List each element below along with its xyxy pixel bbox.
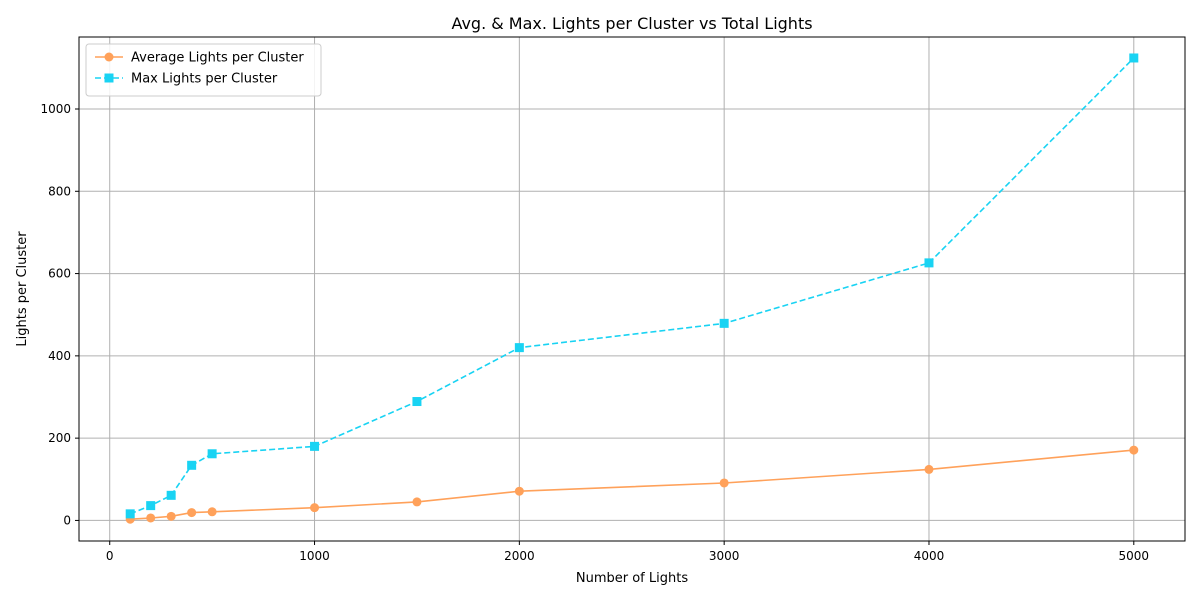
series-layer	[125, 53, 1139, 524]
data-point-max	[207, 449, 217, 459]
legend: Average Lights per Cluster Max Lights per…	[85, 43, 322, 97]
axis-ticks: 0 1000 2000 3000 4000 5000 0 200 400 600 800 1000	[40, 102, 1149, 563]
x-tick-label: 2000	[504, 549, 535, 563]
y-tick-label: 800	[48, 184, 71, 198]
y-tick-label: 0	[63, 513, 71, 527]
data-point-max	[125, 509, 135, 519]
data-point-max	[146, 501, 156, 511]
data-point-average	[924, 464, 934, 474]
data-point-average	[166, 511, 176, 521]
x-tick-label: 5000	[1119, 549, 1150, 563]
data-point-average	[146, 513, 156, 523]
legend-label-average: Average Lights per Cluster	[131, 51, 304, 66]
x-axis-label: Number of Lights	[576, 571, 688, 586]
y-tick-label: 1000	[40, 102, 71, 116]
data-point-average	[207, 507, 217, 517]
legend-frame	[85, 43, 322, 97]
data-point-max	[166, 490, 176, 500]
data-point-average	[1129, 445, 1139, 455]
chart-title: Avg. & Max. Lights per Cluster vs Total …	[451, 14, 812, 33]
x-tick-label: 3000	[709, 549, 740, 563]
data-point-average	[412, 497, 422, 507]
data-point-max	[310, 441, 320, 451]
y-tick-label: 600	[48, 267, 71, 281]
data-point-max	[514, 343, 524, 353]
plot-frame	[78, 36, 1186, 542]
data-point-average	[310, 503, 320, 513]
x-tick-label: 0	[106, 549, 114, 563]
data-point-max	[924, 258, 934, 268]
data-point-average	[187, 508, 197, 518]
x-tick-label: 1000	[299, 549, 330, 563]
y-axis-label: Lights per Cluster	[15, 231, 30, 347]
legend-label-max: Max Lights per Cluster	[131, 72, 278, 87]
data-point-max	[187, 460, 197, 470]
y-tick-label: 200	[48, 431, 71, 445]
data-point-max	[1129, 53, 1139, 63]
legend-marker-max	[104, 73, 114, 83]
data-point-average	[514, 486, 524, 496]
y-tick-label: 400	[48, 349, 71, 363]
data-point-max	[719, 318, 729, 328]
data-point-max	[412, 397, 422, 407]
legend-marker-average	[104, 52, 114, 62]
data-point-average	[719, 478, 729, 488]
x-tick-label: 4000	[914, 549, 945, 563]
